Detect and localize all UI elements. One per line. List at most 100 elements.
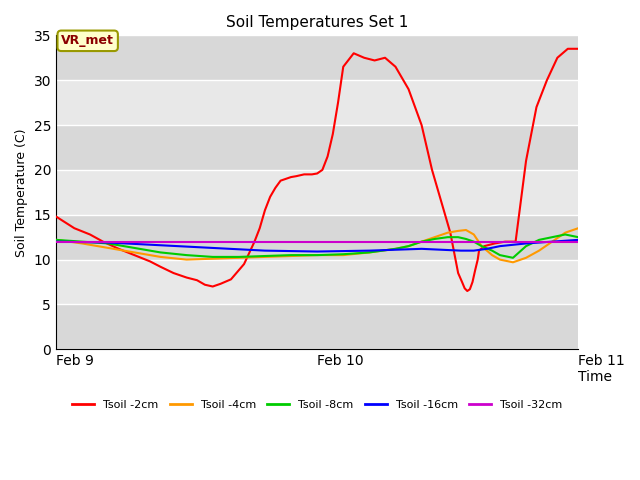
- Tsoil -8cm: [418, 239, 426, 244]
- Tsoil -8cm: [509, 255, 517, 261]
- Line: Tsoil -2cm: Tsoil -2cm: [56, 49, 579, 291]
- Tsoil -2cm: [350, 50, 358, 56]
- Tsoil -8cm: [392, 246, 399, 252]
- Tsoil -4cm: [104, 245, 112, 251]
- Tsoil -4cm: [183, 257, 191, 263]
- Tsoil -4cm: [478, 243, 486, 249]
- Tsoil -8cm: [157, 250, 164, 255]
- Bar: [56, 80, 579, 125]
- Tsoil -4cm: [52, 237, 60, 243]
- Tsoil -2cm: [240, 261, 248, 267]
- Tsoil -4cm: [535, 248, 543, 253]
- Line: Tsoil -8cm: Tsoil -8cm: [56, 235, 579, 258]
- Tsoil -2cm: [314, 170, 321, 176]
- Tsoil -8cm: [431, 236, 438, 242]
- Tsoil -4cm: [509, 259, 517, 265]
- Bar: [56, 260, 579, 304]
- Tsoil -8cm: [535, 237, 543, 243]
- Tsoil -16cm: [261, 248, 269, 253]
- Legend: Tsoil -2cm, Tsoil -4cm, Tsoil -8cm, Tsoil -16cm, Tsoil -32cm: Tsoil -2cm, Tsoil -4cm, Tsoil -8cm, Tsoi…: [68, 396, 566, 415]
- Tsoil -32cm: [575, 239, 582, 244]
- Tsoil -4cm: [496, 257, 504, 263]
- Tsoil -16cm: [522, 240, 530, 246]
- Tsoil -16cm: [470, 248, 477, 253]
- Tsoil -8cm: [454, 234, 462, 240]
- Tsoil -4cm: [209, 256, 216, 262]
- Bar: [56, 170, 579, 215]
- Tsoil -8cm: [339, 252, 347, 257]
- Tsoil -16cm: [209, 245, 216, 251]
- Tsoil -8cm: [183, 252, 191, 258]
- Tsoil -8cm: [261, 253, 269, 259]
- Tsoil -4cm: [561, 230, 569, 236]
- Tsoil -2cm: [575, 46, 582, 52]
- Tsoil -32cm: [52, 239, 60, 244]
- Tsoil -4cm: [404, 243, 412, 249]
- Tsoil -4cm: [418, 239, 426, 244]
- Tsoil -16cm: [314, 249, 321, 254]
- Text: VR_met: VR_met: [61, 34, 114, 48]
- Tsoil -8cm: [444, 234, 452, 240]
- Tsoil -8cm: [488, 248, 496, 253]
- Tsoil -2cm: [543, 77, 551, 83]
- Tsoil -8cm: [235, 254, 243, 260]
- Tsoil -2cm: [463, 288, 471, 294]
- Line: Tsoil -4cm: Tsoil -4cm: [56, 228, 579, 262]
- Tsoil -8cm: [209, 254, 216, 260]
- Tsoil -4cm: [157, 254, 164, 260]
- Tsoil -8cm: [478, 243, 486, 249]
- Tsoil -2cm: [52, 214, 60, 219]
- Tsoil -8cm: [287, 252, 295, 258]
- Tsoil -32cm: [183, 239, 191, 244]
- Tsoil -8cm: [575, 234, 582, 240]
- Tsoil -16cm: [365, 248, 373, 253]
- Tsoil -4cm: [314, 252, 321, 258]
- Tsoil -4cm: [287, 253, 295, 259]
- Tsoil -4cm: [575, 225, 582, 231]
- Tsoil -4cm: [261, 254, 269, 260]
- Tsoil -4cm: [131, 250, 138, 255]
- Tsoil -32cm: [444, 239, 452, 244]
- Tsoil -8cm: [561, 232, 569, 238]
- Tsoil -8cm: [78, 239, 86, 244]
- Tsoil -8cm: [470, 239, 477, 244]
- Tsoil -8cm: [496, 252, 504, 258]
- Tsoil -2cm: [491, 240, 499, 246]
- Line: Tsoil -16cm: Tsoil -16cm: [56, 240, 579, 252]
- Bar: [56, 304, 579, 349]
- Tsoil -8cm: [314, 252, 321, 258]
- Bar: [56, 36, 579, 80]
- Title: Soil Temperatures Set 1: Soil Temperatures Set 1: [226, 15, 408, 30]
- Tsoil -4cm: [235, 255, 243, 261]
- Tsoil -4cm: [444, 230, 452, 236]
- Tsoil -4cm: [78, 240, 86, 246]
- Tsoil -4cm: [431, 234, 438, 240]
- Tsoil -16cm: [418, 246, 426, 252]
- Tsoil -8cm: [548, 234, 556, 240]
- Tsoil -16cm: [457, 248, 465, 253]
- Tsoil -4cm: [365, 250, 373, 255]
- Tsoil -16cm: [52, 239, 60, 244]
- Tsoil -16cm: [548, 239, 556, 244]
- Tsoil -16cm: [104, 240, 112, 245]
- Tsoil -16cm: [575, 237, 582, 243]
- Tsoil -8cm: [104, 240, 112, 246]
- Tsoil -8cm: [404, 243, 412, 249]
- Tsoil -4cm: [488, 252, 496, 258]
- Y-axis label: Soil Temperature (C): Soil Temperature (C): [15, 128, 28, 257]
- Tsoil -4cm: [522, 255, 530, 261]
- Tsoil -8cm: [462, 236, 470, 242]
- Tsoil -8cm: [522, 243, 530, 249]
- Bar: [56, 215, 579, 260]
- Bar: [56, 125, 579, 170]
- Tsoil -4cm: [462, 227, 470, 233]
- Tsoil -4cm: [454, 228, 462, 234]
- Tsoil -16cm: [496, 243, 504, 249]
- Tsoil -4cm: [339, 252, 347, 258]
- Tsoil -2cm: [564, 46, 572, 52]
- Tsoil -4cm: [392, 246, 399, 252]
- Tsoil -32cm: [314, 239, 321, 244]
- Tsoil -2cm: [266, 194, 274, 200]
- Tsoil -16cm: [157, 242, 164, 248]
- Tsoil -8cm: [365, 250, 373, 255]
